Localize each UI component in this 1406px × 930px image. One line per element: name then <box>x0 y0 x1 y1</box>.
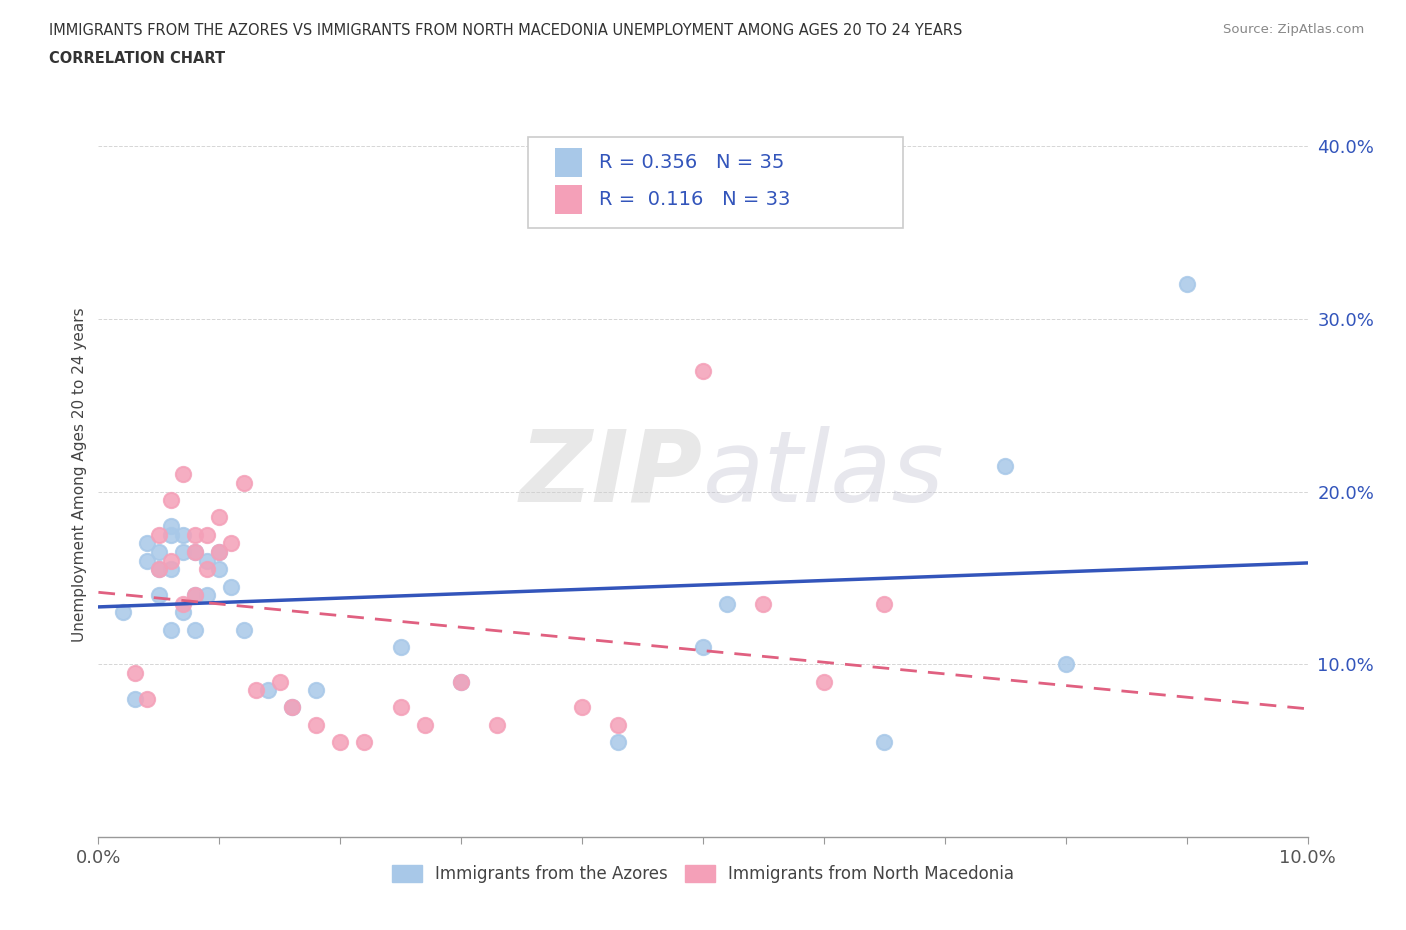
Point <box>232 475 254 490</box>
Point <box>172 467 194 482</box>
Point <box>413 717 436 732</box>
Point <box>184 588 207 603</box>
Point <box>873 596 896 611</box>
Point <box>221 579 243 594</box>
FancyBboxPatch shape <box>527 137 903 228</box>
Point <box>752 596 775 611</box>
Point <box>813 674 835 689</box>
Point <box>353 735 375 750</box>
Point <box>281 700 304 715</box>
Point <box>160 527 183 542</box>
Point <box>148 562 170 577</box>
Point <box>184 622 207 637</box>
Point <box>172 605 194 620</box>
Point <box>135 691 157 706</box>
Text: R =  0.116   N = 33: R = 0.116 N = 33 <box>599 190 790 209</box>
Point <box>195 562 218 577</box>
Point <box>124 691 146 706</box>
Point <box>607 735 630 750</box>
Point <box>195 527 218 542</box>
Point <box>148 588 170 603</box>
Point <box>221 536 243 551</box>
Point <box>160 553 183 568</box>
Point <box>160 622 183 637</box>
Point <box>1054 657 1077 671</box>
Point <box>148 527 170 542</box>
Point <box>184 545 207 560</box>
Point <box>232 622 254 637</box>
Point <box>281 700 304 715</box>
Point <box>111 605 134 620</box>
Point <box>450 674 472 689</box>
Point <box>692 364 714 379</box>
Point <box>486 717 509 732</box>
Point <box>994 458 1017 473</box>
Point <box>305 717 328 732</box>
Point <box>184 527 207 542</box>
Point <box>389 640 412 655</box>
Point <box>160 562 183 577</box>
Point <box>172 545 194 560</box>
Point <box>184 545 207 560</box>
Point <box>135 536 157 551</box>
Point <box>692 640 714 655</box>
Text: CORRELATION CHART: CORRELATION CHART <box>49 51 225 66</box>
Point <box>208 562 231 577</box>
Point <box>208 510 231 525</box>
Point <box>160 493 183 508</box>
FancyBboxPatch shape <box>555 185 582 214</box>
Text: ZIP: ZIP <box>520 426 703 523</box>
Text: IMMIGRANTS FROM THE AZORES VS IMMIGRANTS FROM NORTH MACEDONIA UNEMPLOYMENT AMONG: IMMIGRANTS FROM THE AZORES VS IMMIGRANTS… <box>49 23 963 38</box>
Point <box>269 674 291 689</box>
Point <box>172 527 194 542</box>
Point <box>245 683 267 698</box>
Text: Source: ZipAtlas.com: Source: ZipAtlas.com <box>1223 23 1364 36</box>
Point <box>305 683 328 698</box>
Y-axis label: Unemployment Among Ages 20 to 24 years: Unemployment Among Ages 20 to 24 years <box>72 307 87 642</box>
Point <box>607 717 630 732</box>
Point <box>256 683 278 698</box>
Point <box>208 545 231 560</box>
Point <box>135 553 157 568</box>
Text: atlas: atlas <box>703 426 945 523</box>
Point <box>195 588 218 603</box>
Point <box>148 562 170 577</box>
Point <box>716 596 738 611</box>
Point <box>208 545 231 560</box>
Point <box>873 735 896 750</box>
Text: R = 0.356   N = 35: R = 0.356 N = 35 <box>599 153 785 172</box>
Legend: Immigrants from the Azores, Immigrants from North Macedonia: Immigrants from the Azores, Immigrants f… <box>392 865 1014 884</box>
Point <box>195 553 218 568</box>
Point <box>571 700 593 715</box>
FancyBboxPatch shape <box>555 148 582 178</box>
Point <box>160 519 183 534</box>
Point <box>184 588 207 603</box>
Point <box>148 545 170 560</box>
Point <box>172 596 194 611</box>
Point <box>329 735 352 750</box>
Point <box>124 666 146 681</box>
Point <box>450 674 472 689</box>
Point <box>389 700 412 715</box>
Point <box>1175 277 1198 292</box>
